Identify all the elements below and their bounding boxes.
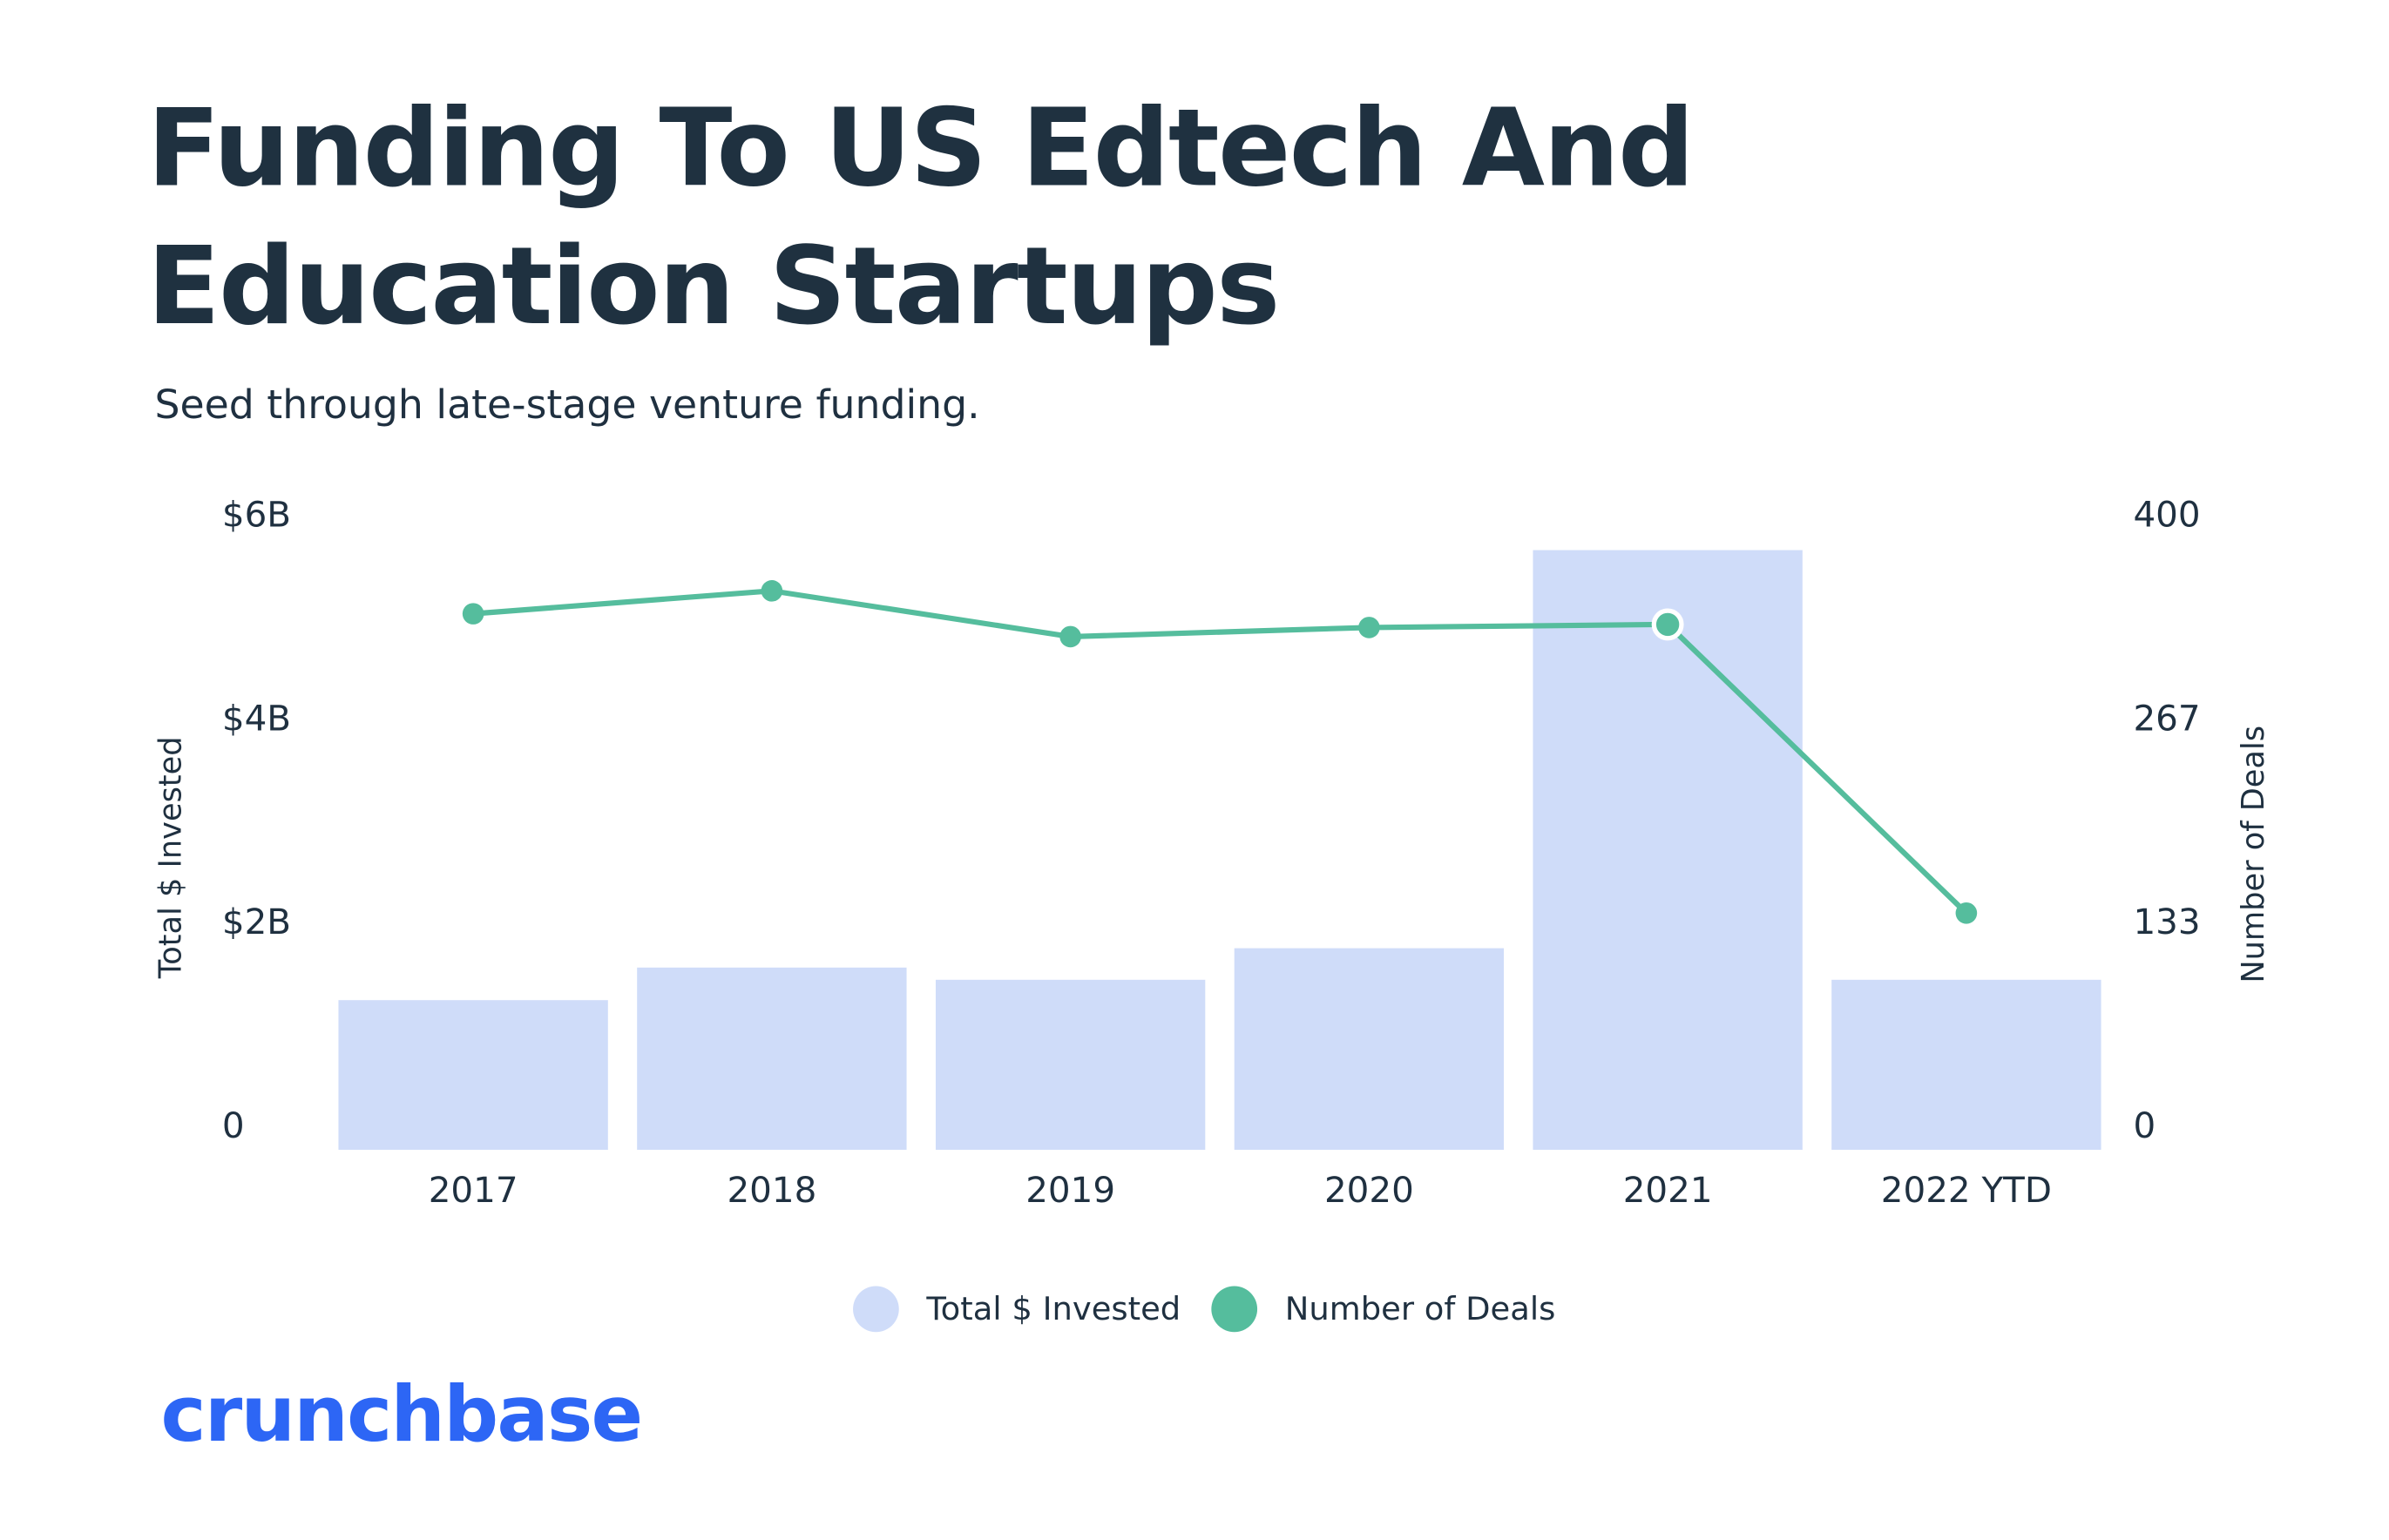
y2-tick-label: 0 — [2133, 1104, 2156, 1146]
chart-title: Funding To US Edtech And Education Start… — [146, 85, 1695, 349]
x-tick-label: 2018 — [727, 1169, 816, 1211]
y-tick-label: $6B — [222, 494, 291, 536]
y2-tick-label: 400 — [2133, 494, 2200, 536]
chart-subtitle: Seed through late-stage venture funding. — [154, 382, 980, 429]
deals-point-2017 — [462, 603, 484, 625]
bar-2017 — [338, 1000, 608, 1151]
deals-point-2020 — [1358, 617, 1380, 638]
bar-2020 — [1234, 948, 1505, 1151]
legend-label-invested: Total $ Invested — [926, 1290, 1181, 1327]
y-axis-label: Total $ Invested — [152, 736, 188, 979]
crunchbase-logo: crunchbase — [160, 1370, 644, 1460]
legend-line-swatch — [1211, 1286, 1258, 1333]
y2-tick-label: 133 — [2133, 901, 2200, 942]
bar-2019 — [935, 979, 1206, 1151]
x-tick-label: 2022 YTD — [1881, 1169, 2052, 1211]
bar-2022 YTD — [1831, 979, 2101, 1151]
x-tick-label: 2017 — [429, 1169, 518, 1211]
legend: Total $ Invested Number of Deals — [853, 1286, 1556, 1333]
logo-text: crunchbase — [160, 1370, 644, 1460]
x-tick-label: 2021 — [1623, 1169, 1713, 1211]
deals-point-2019 — [1059, 625, 1081, 648]
deals-point-2021 — [1651, 608, 1684, 641]
deals-point-2018 — [761, 580, 783, 602]
x-tick-label: 2020 — [1324, 1169, 1414, 1211]
y-tick-label: 0 — [222, 1104, 245, 1146]
y2-tick-label: 267 — [2133, 697, 2200, 739]
legend-bar-swatch — [853, 1286, 899, 1333]
deals-line — [472, 588, 1969, 915]
x-tick-label: 2019 — [1025, 1169, 1115, 1211]
bar-2021 — [1533, 550, 1803, 1151]
y2-axis-label: Number of Deals — [2236, 726, 2271, 983]
legend-label-deals: Number of Deals — [1284, 1290, 1556, 1327]
y-tick-label: $4B — [222, 697, 291, 739]
deals-point-2022 YTD — [1955, 902, 1978, 924]
y-tick-label: $2B — [222, 901, 291, 942]
bar-2018 — [637, 967, 907, 1151]
